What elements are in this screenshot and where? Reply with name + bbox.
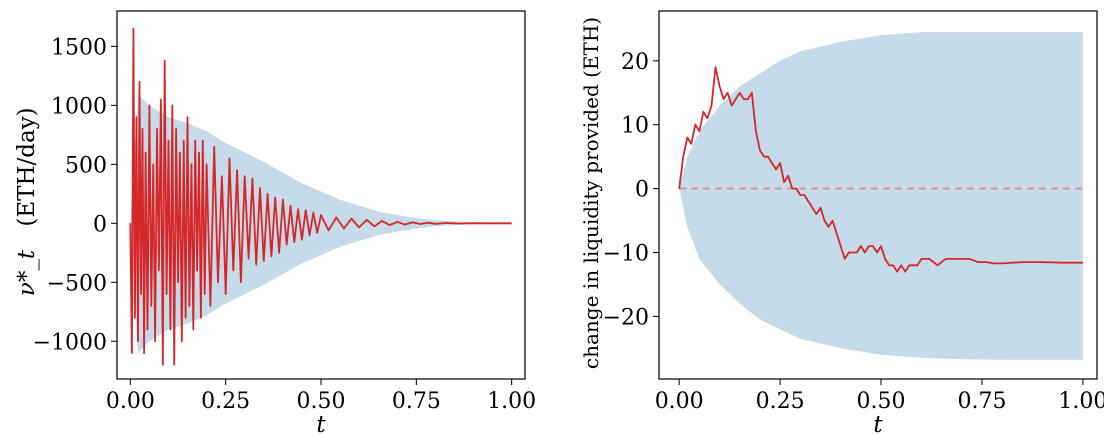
left-x-tick-label: 0.00: [106, 389, 155, 414]
right-y-tick-label: 20: [621, 50, 649, 75]
left-y-axis-symbol: ν*_t: [14, 249, 40, 296]
left-x-axis-label: t: [316, 412, 326, 435]
right-x-ticks: 0.00 0.25 0.50 0.75 1.00: [655, 379, 1104, 414]
right-x-tick-label: 0.00: [655, 389, 704, 414]
right-y-axis-label: change in liquidity provided (ETH): [579, 17, 603, 369]
left-x-ticks: 0.00 0.25 0.50 0.75 1.00: [106, 379, 536, 414]
right-y-tick-label: −10: [603, 242, 649, 267]
right-series-group: [678, 66, 1083, 273]
right-band-area: [679, 32, 1083, 360]
left-y-axis-units: (ETH/day): [14, 107, 40, 226]
right-confidence-band: [679, 32, 1083, 360]
right-y-tick-label: 0: [635, 178, 649, 203]
left-y-tick-label: 500: [65, 153, 107, 178]
right-x-tick-label: 0.75: [957, 389, 1006, 414]
right-chart: 0.00 0.25 0.50 0.75 1.00 −20 −10 0 10 20 t chang…: [579, 10, 1104, 435]
right-x-tick-label: 1.00: [1058, 389, 1104, 414]
left-y-tick-label: −1000: [33, 330, 107, 355]
left-y-axis-label: ν*_t (ETH/day): [14, 107, 40, 296]
right-series-line-0: [678, 66, 1083, 273]
right-y-ticks: −20 −10 0 10 20: [603, 50, 659, 330]
left-chart: 0.00 0.25 0.50 0.75 1.00 −1000 −500 0 500 1000 15…: [14, 10, 536, 435]
right-axes-frame: [658, 10, 1098, 380]
right-x-tick-label: 0.25: [756, 389, 805, 414]
left-y-tick-label: 1000: [51, 94, 107, 119]
left-series-line-0: [129, 27, 512, 366]
right-x-axis-label: t: [873, 412, 883, 435]
left-y-tick-label: 0: [93, 212, 107, 237]
left-x-tick-label: 0.25: [201, 389, 250, 414]
left-x-tick-label: 0.75: [392, 389, 441, 414]
left-x-tick-label: 0.50: [297, 389, 346, 414]
right-y-tick-label: −20: [603, 305, 649, 330]
left-y-tick-label: 1500: [51, 35, 107, 60]
left-y-tick-label: −500: [47, 271, 107, 296]
right-x-tick-label: 0.50: [857, 389, 906, 414]
right-y-tick-label: 10: [621, 114, 649, 139]
left-y-ticks: −1000 −500 0 500 1000 1500: [33, 35, 117, 355]
left-series-group: [129, 27, 512, 366]
left-x-tick-label: 1.00: [487, 389, 536, 414]
